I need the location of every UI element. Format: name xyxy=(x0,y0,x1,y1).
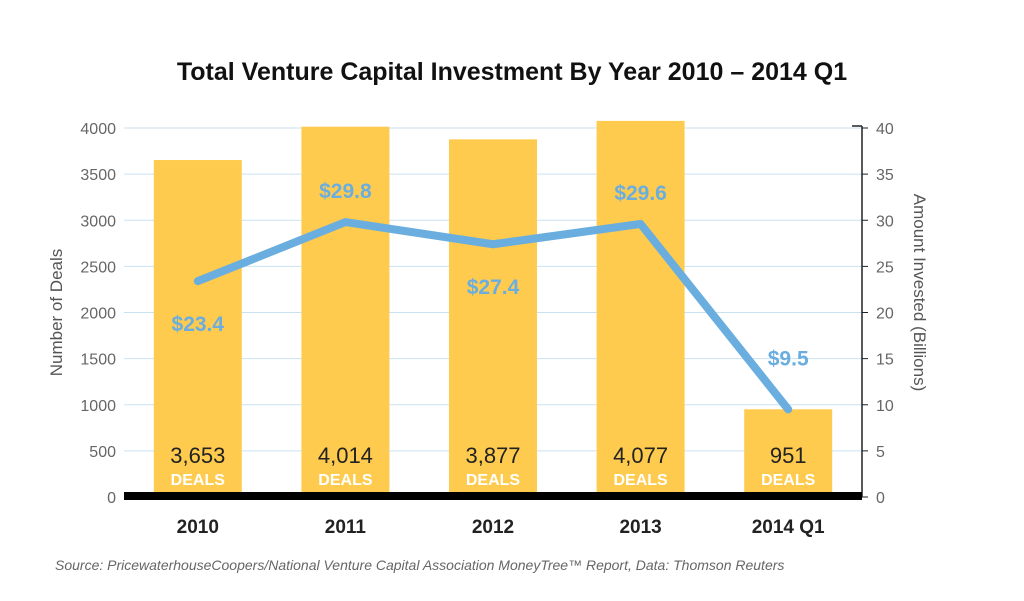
bar-value-label: 3,653 xyxy=(170,443,225,468)
line-value-label: $29.6 xyxy=(614,182,667,205)
y-left-tick-label: 1500 xyxy=(80,352,116,369)
y-right-tick-label: 30 xyxy=(876,213,894,230)
y-left-tick-label: 0 xyxy=(107,490,116,507)
line-point xyxy=(196,280,199,283)
y-left-tick-label: 2000 xyxy=(80,306,116,323)
y-left-tick-label: 2500 xyxy=(80,259,116,276)
y-right-tick-label: 40 xyxy=(876,121,894,138)
bar-2014-q1 xyxy=(744,409,833,497)
x-tick-label: 2011 xyxy=(325,517,367,538)
y-left-tick-label: 4000 xyxy=(80,121,116,138)
line-point xyxy=(492,243,494,246)
bar-value-label: 4,014 xyxy=(318,443,373,468)
bar-2013 xyxy=(596,120,685,497)
x-tick-label: 2014 Q1 xyxy=(752,517,825,538)
line-value-label: $29.8 xyxy=(319,180,372,203)
bar-2012 xyxy=(449,139,537,498)
y-left-tick-label: 3500 xyxy=(80,167,116,184)
x-tick-label: 2013 xyxy=(619,517,661,538)
bar-2011 xyxy=(301,126,390,497)
y-left-axis-title: Number of Deals xyxy=(47,249,66,377)
y-right-tick-label: 15 xyxy=(876,352,894,369)
source-note: Source: PricewaterhouseCoopers/National … xyxy=(55,557,785,573)
chart-title: Total Venture Capital Investment By Year… xyxy=(176,58,848,86)
bar-2010 xyxy=(153,160,242,498)
line-value-label: $27.4 xyxy=(467,276,520,299)
y-right-tick-label: 25 xyxy=(876,259,894,276)
line-point xyxy=(787,408,790,411)
bar-unit-label: DEALS xyxy=(318,472,373,489)
y-left-tick-label: 500 xyxy=(89,444,116,461)
x-axis-baseline xyxy=(124,492,862,500)
bar-unit-label: DEALS xyxy=(171,472,226,489)
y-right-tick-label: 5 xyxy=(876,444,885,461)
bar-value-label: 951 xyxy=(770,443,807,468)
x-tick-label: 2010 xyxy=(177,517,219,538)
bar-unit-label: DEALS xyxy=(466,472,521,489)
y-right-tick-label: 35 xyxy=(876,167,894,184)
y-right-tick-label: 0 xyxy=(876,490,885,507)
line-value-label: $9.5 xyxy=(768,347,809,370)
line-value-label: $23.4 xyxy=(172,313,225,336)
line-point xyxy=(639,222,642,225)
x-tick-label: 2012 xyxy=(472,517,514,538)
line-point xyxy=(344,221,347,224)
y-left-tick-label: 1000 xyxy=(80,398,116,415)
y-left-tick-label: 3000 xyxy=(80,213,116,230)
bar-unit-label: DEALS xyxy=(761,472,816,489)
y-right-tick-label: 10 xyxy=(876,398,894,415)
y-right-axis-title: Amount Invested (Billions) xyxy=(910,194,929,391)
bar-unit-label: DEALS xyxy=(613,472,668,489)
bar-value-label: 4,077 xyxy=(613,443,668,468)
bar-value-label: 3,877 xyxy=(465,443,520,468)
y-right-tick-label: 20 xyxy=(876,306,894,323)
